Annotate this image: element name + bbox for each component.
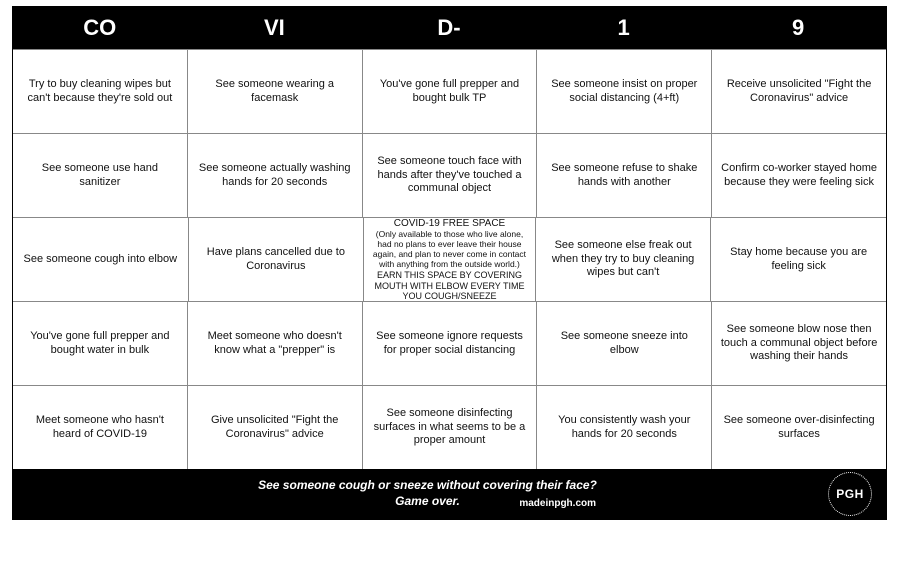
bingo-cell: You've gone full prepper and bought bulk… bbox=[363, 49, 538, 133]
footer-line2: Game over. bbox=[395, 494, 460, 508]
footer-message: See someone cough or sneeze without cove… bbox=[27, 478, 828, 509]
bingo-cell: Meet someone who doesn't know what a "pr… bbox=[188, 301, 363, 385]
bingo-cell: See someone actually washing hands for 2… bbox=[188, 133, 363, 217]
bingo-cell: See someone disinfecting surfaces in wha… bbox=[363, 385, 538, 469]
header-cell: VI bbox=[188, 7, 363, 49]
bingo-cell: Confirm co-worker stayed home because th… bbox=[712, 133, 886, 217]
bingo-cell: You consistently wash your hands for 20 … bbox=[537, 385, 712, 469]
bingo-cell: See someone sneeze into elbow bbox=[537, 301, 712, 385]
bingo-cell: See someone touch face with hands after … bbox=[363, 133, 538, 217]
header-cell: D- bbox=[362, 7, 537, 49]
bingo-row: Try to buy cleaning wipes but can't beca… bbox=[13, 49, 886, 133]
bingo-cell: See someone use hand sanitizer bbox=[13, 133, 188, 217]
bingo-cell: See someone blow nose then touch a commu… bbox=[712, 301, 886, 385]
bingo-cell: See someone else freak out when they try… bbox=[536, 217, 712, 301]
bingo-cell: Try to buy cleaning wipes but can't beca… bbox=[13, 49, 188, 133]
header-row: CO VI D- 1 9 bbox=[13, 7, 886, 49]
bingo-cell: Receive unsolicited "Fight the Coronavir… bbox=[712, 49, 886, 133]
header-cell: 9 bbox=[711, 7, 886, 49]
bingo-cell: See someone insist on proper social dist… bbox=[537, 49, 712, 133]
bingo-cell: Stay home because you are feeling sick bbox=[711, 217, 886, 301]
bingo-row: You've gone full prepper and bought wate… bbox=[13, 301, 886, 385]
header-cell: 1 bbox=[537, 7, 712, 49]
bingo-cell: Have plans cancelled due to Coronavirus bbox=[189, 217, 365, 301]
bingo-cell: See someone wearing a facemask bbox=[188, 49, 363, 133]
free-space-note: (Only available to those who live alone,… bbox=[373, 229, 526, 268]
bingo-cell: Meet someone who hasn't heard of COVID-1… bbox=[13, 385, 188, 469]
bingo-card: CO VI D- 1 9 Try to buy cleaning wipes b… bbox=[12, 6, 887, 520]
bingo-row: Meet someone who hasn't heard of COVID-1… bbox=[13, 385, 886, 469]
bingo-cell: See someone over-disinfecting surfaces bbox=[712, 385, 886, 469]
bingo-cell: See someone refuse to shake hands with a… bbox=[537, 133, 712, 217]
footer-logo-text: PGH bbox=[836, 487, 864, 501]
free-space-title: COVID-19 FREE SPACE bbox=[370, 218, 529, 230]
bingo-cell: See someone ignore requests for proper s… bbox=[363, 301, 538, 385]
footer-line1: See someone cough or sneeze without cove… bbox=[258, 478, 597, 492]
free-space-earn: EARN THIS SPACE BY COVERING MOUTH WITH E… bbox=[370, 270, 529, 301]
free-space-cell: COVID-19 FREE SPACE (Only available to t… bbox=[364, 217, 536, 301]
bingo-cell: See someone cough into elbow bbox=[13, 217, 189, 301]
bingo-cell: Give unsolicited "Fight the Coronavirus"… bbox=[188, 385, 363, 469]
header-cell: CO bbox=[13, 7, 188, 49]
bingo-row: See someone cough into elbow Have plans … bbox=[13, 217, 886, 301]
bingo-cell: You've gone full prepper and bought wate… bbox=[13, 301, 188, 385]
footer-logo: PGH bbox=[828, 472, 872, 516]
bingo-row: See someone use hand sanitizer See someo… bbox=[13, 133, 886, 217]
footer-bar: See someone cough or sneeze without cove… bbox=[13, 469, 886, 519]
footer-url: madeinpgh.com bbox=[519, 498, 596, 509]
